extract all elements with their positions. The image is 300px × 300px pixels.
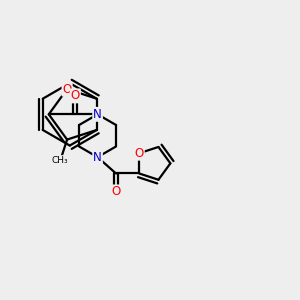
Text: O: O [62, 82, 72, 96]
Text: N: N [93, 108, 102, 121]
Text: O: O [71, 89, 80, 102]
Text: N: N [93, 151, 102, 164]
Text: CH₃: CH₃ [52, 156, 68, 165]
Text: O: O [135, 147, 144, 160]
Text: O: O [111, 185, 121, 198]
